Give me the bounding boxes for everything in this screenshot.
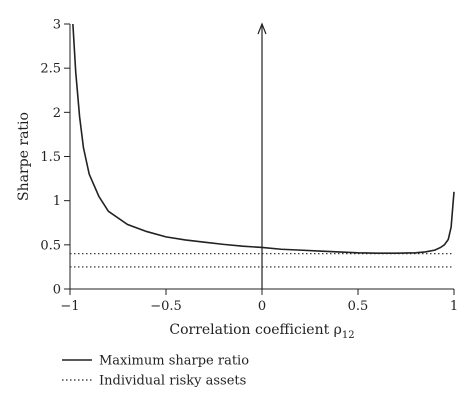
y-tick-label: 2.5 [40, 62, 61, 77]
y-axis-title: Sharpe ratio [16, 112, 32, 201]
x-tick-label: 0.5 [348, 299, 369, 314]
x-axis-title: Correlation coefficient ρ12 [169, 322, 354, 341]
y-tick-label: 0.5 [40, 238, 61, 253]
y-tick-label: 2 [53, 106, 61, 121]
x-axis-title-main: Correlation coefficient ρ [169, 322, 342, 338]
legend-label-maximum-sharpe-ratio: Maximum sharpe ratio [99, 354, 249, 369]
x-tick-label: −0.5 [150, 299, 182, 314]
x-tick-label: −1 [60, 299, 79, 314]
x-tick-label: 0 [258, 299, 266, 314]
legend: Maximum sharpe ratio Individual risky as… [62, 354, 249, 389]
x-axis-title-subscript: 12 [342, 330, 355, 341]
y-tick-label: 1 [53, 194, 61, 209]
legend-label-individual-risky-assets: Individual risky assets [99, 374, 246, 389]
zero-correlation-arrow-head [257, 22, 267, 35]
y-tick-label: 1.5 [40, 150, 61, 165]
x-ticks: −1 −0.5 0 0.5 1 [60, 289, 458, 314]
y-ticks: 0 0.5 1 1.5 2 2.5 3 [40, 18, 70, 298]
plot-area: 0 0.5 1 1.5 2 2.5 3 −1 −0.5 0 0.5 1 [40, 18, 458, 315]
x-tick-label: 1 [450, 299, 458, 314]
y-tick-label: 0 [53, 283, 61, 298]
y-tick-label: 3 [53, 18, 61, 33]
maximum-sharpe-ratio-line [72, 23, 455, 255]
